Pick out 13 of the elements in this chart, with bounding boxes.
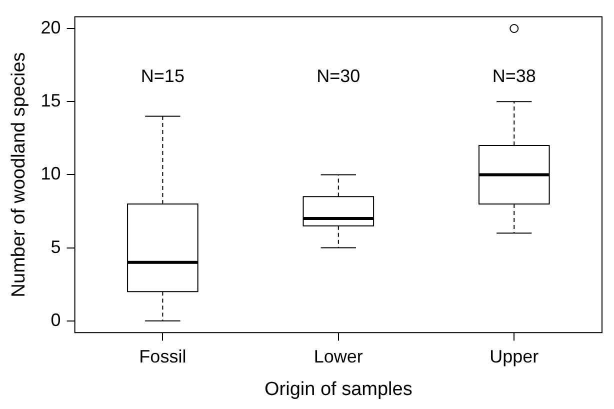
y-axis-title: Number of woodland species — [8, 52, 30, 298]
x-axis-title: Origin of samples — [264, 378, 412, 400]
annotation: N=38 — [492, 66, 536, 86]
y-tick-label: 5 — [50, 236, 61, 257]
y-tick-label: 0 — [50, 310, 61, 330]
x-tick-label: Lower — [314, 346, 363, 366]
x-tick-label: Upper — [490, 346, 539, 366]
y-tick-label: 20 — [40, 17, 61, 38]
annotation: N=30 — [316, 66, 360, 86]
y-tick-label: 10 — [40, 164, 61, 184]
annotation: N=15 — [140, 66, 184, 86]
y-tick-label: 15 — [40, 90, 61, 111]
x-tick-label: Fossil — [139, 346, 186, 366]
